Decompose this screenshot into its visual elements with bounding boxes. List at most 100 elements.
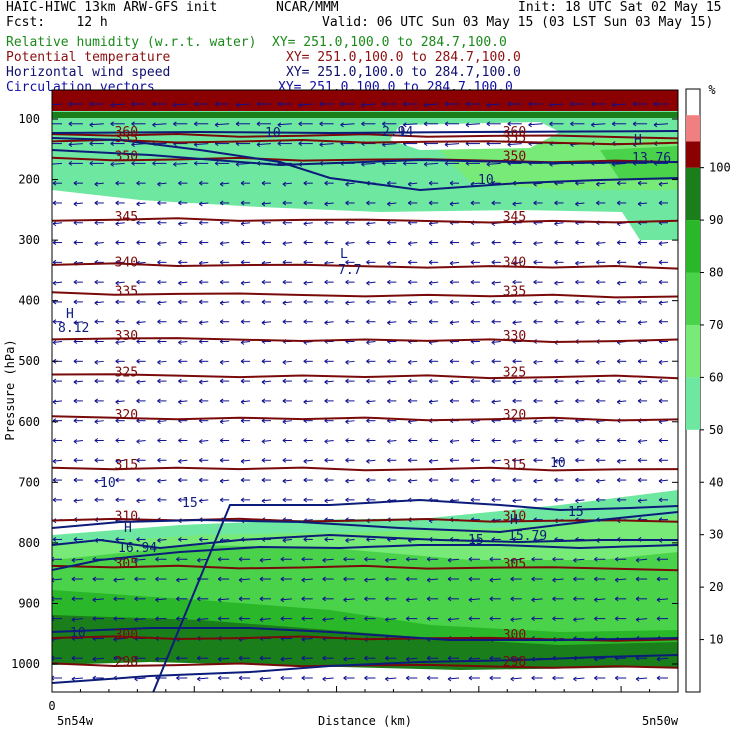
circulation-vector-head [52,477,57,483]
circulation-vector [449,499,460,502]
circulation-vector-head [240,358,245,364]
circulation-vector-head [73,180,78,186]
circulation-vector-head [238,577,243,583]
circulation-vector-head [428,280,433,286]
circulation-vector-head [554,418,558,424]
circulation-vector [345,420,355,423]
circulation-vector [220,242,230,245]
circulation-vector-head [261,240,266,245]
circulation-vector-head [531,576,535,582]
circulation-vector-head [449,398,454,404]
extremum-symbol: L [340,247,348,262]
circulation-vector-head [387,180,391,186]
circulation-vector [427,578,439,581]
circulation-vector [115,222,125,225]
theta-label: 310 [503,510,526,525]
circulation-vector-head [324,320,328,326]
circulation-vector-head [155,556,159,562]
circulation-vector-head [219,438,224,443]
circulation-vector [113,578,125,581]
circulation-vector-head [596,378,600,384]
circulation-vector-head [115,221,119,227]
circulation-vector-head [214,160,219,166]
circulation-vector-head [322,617,326,623]
circulation-vector-head [449,439,454,444]
circulation-vector-head [533,319,537,325]
circulation-vector-head [89,141,94,147]
circulation-vector-head [407,438,412,443]
circulation-vector [449,261,460,264]
circulation-vector-head [512,379,517,385]
circulation-vector-head [282,359,287,365]
circulation-vector-head [48,162,51,166]
theta-contour-335 [52,291,678,299]
circulation-vector [155,598,167,601]
circulation-vector-head [533,200,537,206]
circulation-vector-head [155,576,159,582]
circulation-vector-head [594,616,598,622]
circulation-vector-head [71,617,76,623]
wind-contour-upper-b [52,149,678,167]
circulation-vector-head [387,240,391,245]
circulation-vector-head [382,121,386,127]
circulation-vector-head [594,556,598,562]
circulation-vector-head [219,279,224,285]
circulation-vector-head [136,358,140,364]
circulation-vector-head [468,576,473,582]
circulation-vector-head [405,675,410,681]
circulation-vector-head [282,478,287,484]
circulation-vector [554,459,564,462]
circulation-vector [259,558,272,561]
circulation-vector-head [428,438,433,443]
circulation-vector-head [491,200,496,206]
circulation-vector-head [385,676,389,682]
circulation-vector-head [219,241,224,246]
circulation-vector-head [658,181,663,187]
circulation-vector-head [596,398,600,404]
circulation-vector-head [94,200,99,206]
theta-contour-320 [52,415,678,422]
y-tick-label: 1000 [11,657,40,671]
colorbar-band [686,141,700,168]
circulation-vector-head [134,617,138,623]
header-org: NCAR/MMM [276,0,339,15]
extremum-symbol: H [634,133,642,148]
theta-contour-345 [52,217,678,224]
circulation-vector-head [240,340,245,345]
circulation-vector-head [447,676,452,682]
circulation-vector [215,123,230,126]
circulation-vector [52,459,63,462]
circulation-vector-head [115,299,119,305]
circulation-vector [658,479,669,482]
circulation-vector-head [157,200,161,206]
circulation-vector-head [52,497,57,503]
circulation-vector-head [596,259,600,265]
circulation-vector-head [470,200,475,206]
circulation-vector-head [136,498,140,504]
circulation-vector-head [658,378,663,384]
theta-label: 340 [503,255,526,270]
y-tick-label: 700 [18,475,40,489]
extremum-value: 16.94 [118,541,157,556]
circulation-vector [94,242,104,245]
circulation-vector-head [405,656,410,662]
circulation-vector-head [366,280,370,286]
theta-label: 350 [503,149,526,164]
header-model: HAIC-HIWC 13km ARW-GFS init [6,0,218,15]
circulation-vector-head [554,458,558,464]
circulation-vector-head [491,458,496,464]
circulation-vector-head [73,477,78,483]
y-tick-label: 800 [18,536,40,550]
circulation-vector [573,618,585,621]
circulation-vector [528,123,543,126]
circulation-vector-head [658,398,663,404]
circulation-vector [658,182,669,185]
circulation-vector-head [385,557,389,563]
circulation-vector [52,162,63,165]
circulation-vector-head [157,300,161,306]
circulation-vector-head [280,556,285,562]
circulation-vector-head [428,180,433,186]
circulation-vector-head [596,241,600,246]
field-theta-xy: XY= 251.0,100.0 to 284.7,100.0 [286,50,521,65]
wind-label: 10 [70,626,86,641]
